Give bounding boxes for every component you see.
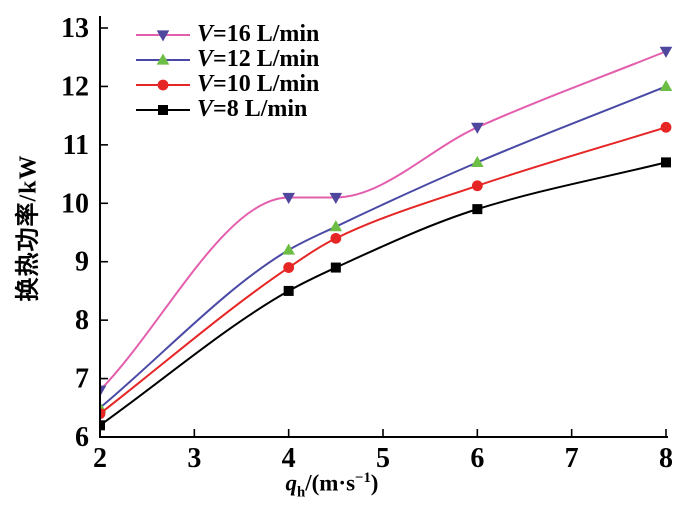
y-tick-label: 10 bbox=[61, 188, 89, 219]
y-tick-label: 11 bbox=[63, 130, 89, 161]
series-3-point bbox=[471, 180, 483, 192]
y-tick-label: 9 bbox=[75, 247, 89, 278]
x-tick-label: 5 bbox=[376, 443, 390, 474]
series-4-line bbox=[100, 161, 667, 427]
legend-item-2: V=12 L/min bbox=[136, 47, 319, 72]
legend-label-rest: =12 L/min bbox=[213, 46, 320, 72]
series-4-point bbox=[100, 420, 105, 431]
legend-item-3: V=10 L/min bbox=[136, 72, 319, 97]
y-tick-labels: 6 7 8 9 10 11 12 13 bbox=[61, 13, 89, 453]
y-tick-label: 6 bbox=[75, 422, 89, 453]
x-tick-label: 7 bbox=[565, 443, 579, 474]
series-4-point bbox=[330, 262, 341, 273]
legend-marker-triangle-up-icon bbox=[156, 53, 170, 65]
series-4-point bbox=[472, 204, 483, 215]
legend-label: V=12 L/min bbox=[197, 47, 319, 72]
legend-label-var: V bbox=[197, 96, 214, 122]
series-4-point bbox=[661, 157, 671, 168]
y-axis-label: 换热功率/kW bbox=[8, 154, 43, 301]
series-1-point bbox=[282, 192, 295, 204]
x-axis-label-sub: h bbox=[297, 484, 306, 501]
series-3 bbox=[100, 121, 672, 420]
series-3-line bbox=[100, 126, 667, 415]
legend-label: V=16 L/min bbox=[197, 22, 319, 47]
legend-item-4: V=8 L/min bbox=[136, 97, 319, 122]
legend-label-var: V bbox=[197, 71, 214, 97]
x-tick-label: 2 bbox=[93, 443, 107, 474]
y-axis-label-text: 换热功率/kW bbox=[15, 154, 42, 302]
series-1-point bbox=[659, 46, 673, 58]
y-tick-label: 12 bbox=[61, 71, 89, 102]
legend-label: V=8 L/min bbox=[197, 97, 307, 122]
x-tick-label: 8 bbox=[659, 443, 673, 474]
series-2-point bbox=[471, 155, 484, 167]
x-tick-labels: 2 3 4 5 6 7 8 bbox=[93, 443, 673, 474]
series-2-line bbox=[100, 85, 667, 409]
y-tick-label: 7 bbox=[75, 364, 89, 395]
series-2-point bbox=[282, 243, 295, 255]
x-tick-label: 6 bbox=[470, 443, 484, 474]
x-axis-label-sup: −1 bbox=[355, 470, 371, 486]
legend-label-rest: =10 L/min bbox=[213, 71, 320, 97]
x-axis-label-mid: /(m·s bbox=[305, 470, 356, 496]
y-tick-label: 8 bbox=[75, 305, 89, 336]
series-4-point bbox=[283, 285, 294, 296]
legend-marker-circle-icon bbox=[157, 79, 169, 90]
x-tick-label: 4 bbox=[282, 443, 296, 474]
legend-label-var: V bbox=[197, 46, 214, 72]
plot-series bbox=[100, 46, 673, 431]
series-3-markers bbox=[100, 121, 672, 420]
legend-label-rest: =8 L/min bbox=[213, 96, 308, 122]
ticks bbox=[99, 27, 667, 438]
x-axis-label-var: q bbox=[285, 470, 298, 496]
series-2-point bbox=[659, 79, 673, 92]
legend-item-1: V=16 L/min bbox=[136, 22, 319, 47]
series-1 bbox=[100, 46, 673, 397]
legend-sample-3 bbox=[136, 79, 190, 90]
series-3-point bbox=[330, 232, 342, 244]
legend-label: V=10 L/min bbox=[197, 72, 319, 97]
series-3-point bbox=[660, 121, 672, 133]
series-2 bbox=[100, 79, 673, 413]
series-1-point bbox=[329, 192, 343, 204]
legend-label-var: V bbox=[197, 21, 214, 47]
series-2-point bbox=[329, 220, 343, 232]
series-1-markers bbox=[100, 46, 673, 397]
legend-sample-1 bbox=[136, 29, 190, 41]
series-4-markers bbox=[100, 157, 671, 431]
series-1-point bbox=[100, 385, 107, 397]
series-4 bbox=[100, 157, 671, 431]
legend: V=16 L/min V=12 L/min V=10 L/min V=8 L/min bbox=[136, 22, 319, 122]
y-tick-label: 13 bbox=[61, 13, 89, 44]
legend-marker-triangle-down-icon bbox=[156, 29, 170, 41]
legend-sample-4 bbox=[136, 104, 190, 115]
legend-sample-2 bbox=[136, 53, 190, 65]
legend-label-rest: =16 L/min bbox=[213, 21, 320, 47]
x-axis-label-end: ) bbox=[370, 470, 379, 496]
legend-marker-square-icon bbox=[158, 104, 168, 115]
series-3-point bbox=[100, 408, 106, 420]
series-1-point bbox=[471, 122, 484, 134]
x-tick-label: 3 bbox=[187, 443, 201, 474]
series-3-point bbox=[283, 262, 295, 273]
x-axis-label: qh/(m·s−1) bbox=[286, 470, 379, 501]
